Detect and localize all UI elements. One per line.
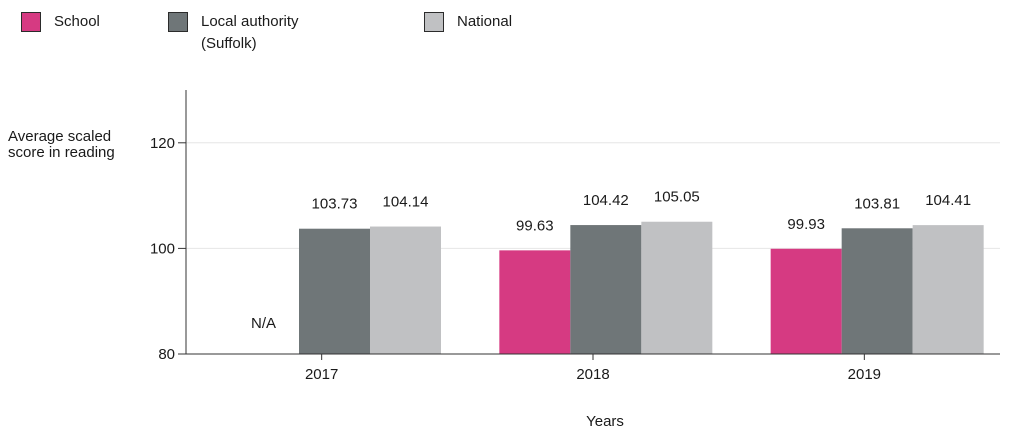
data-label: 103.73 bbox=[312, 196, 358, 213]
legend-item-national: National bbox=[424, 12, 627, 33]
data-label: 99.93 bbox=[787, 216, 825, 233]
bar bbox=[370, 226, 441, 354]
x-tick-label: 2017 bbox=[305, 366, 338, 383]
data-label: 99.63 bbox=[516, 217, 554, 234]
y-tick-label: 120 bbox=[150, 135, 175, 152]
bar bbox=[641, 221, 713, 354]
legend-item-school: School bbox=[21, 12, 224, 33]
x-tick-label: 2018 bbox=[576, 366, 609, 383]
bar bbox=[841, 228, 913, 354]
data-label: 105.05 bbox=[654, 189, 700, 206]
legend-label-national: National bbox=[457, 13, 513, 30]
bar bbox=[299, 228, 370, 354]
bar bbox=[770, 248, 842, 354]
legend-label-school: School bbox=[54, 13, 100, 30]
legend-item-local-authority: Local authority (Suffolk) bbox=[168, 12, 341, 55]
x-tick-label: 2019 bbox=[848, 366, 881, 383]
data-label: 103.81 bbox=[854, 195, 900, 212]
data-label: N/A bbox=[251, 315, 276, 332]
chart-legend: School Local authority (Suffolk) Nationa… bbox=[0, 0, 1010, 70]
legend-swatch-national bbox=[424, 12, 444, 32]
y-tick-label: 80 bbox=[158, 346, 175, 363]
data-label: 104.42 bbox=[583, 192, 629, 209]
y-axis-label: Average scaled score in reading bbox=[8, 128, 115, 161]
bar bbox=[499, 250, 571, 354]
y-tick-label: 100 bbox=[150, 240, 175, 257]
legend-label-local-authority: Local authority (Suffolk) bbox=[201, 13, 299, 52]
bar bbox=[912, 225, 984, 354]
bar bbox=[570, 225, 642, 354]
legend-swatch-local-authority bbox=[168, 12, 188, 32]
x-axis-label: Years bbox=[586, 413, 624, 430]
legend-swatch-school bbox=[21, 12, 41, 32]
data-label: 104.14 bbox=[383, 194, 429, 211]
data-label: 104.41 bbox=[925, 192, 971, 209]
